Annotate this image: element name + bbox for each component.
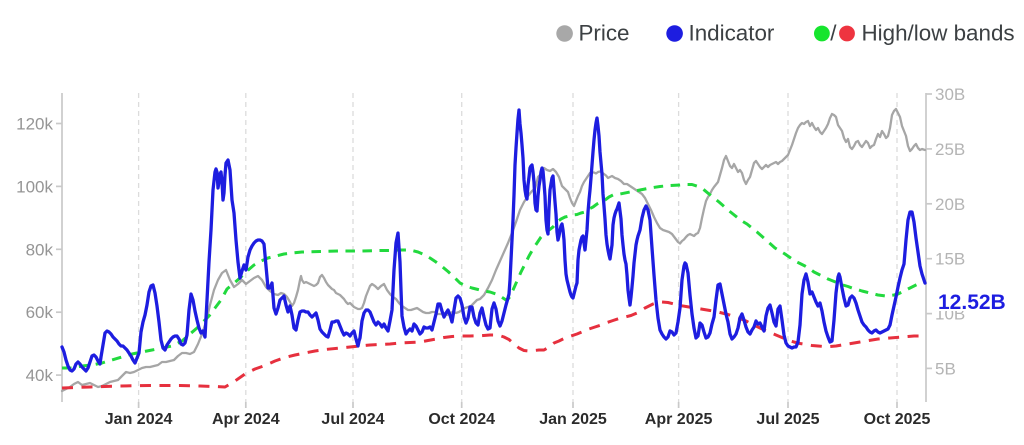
svg-text:80k: 80k	[26, 240, 54, 259]
svg-text:Oct 2025: Oct 2025	[864, 411, 931, 428]
svg-text:Jul 2024: Jul 2024	[321, 411, 384, 428]
svg-text:Jan 2024: Jan 2024	[105, 411, 173, 428]
svg-text:5B: 5B	[935, 359, 956, 378]
svg-text:Oct 2024: Oct 2024	[428, 411, 495, 428]
svg-text:100k: 100k	[16, 177, 53, 196]
svg-text:Price: Price	[579, 21, 630, 46]
svg-text:Indicator: Indicator	[689, 21, 775, 46]
svg-text:High/low bands: High/low bands	[862, 21, 1015, 46]
svg-text:30B: 30B	[935, 85, 965, 104]
svg-text:15B: 15B	[935, 250, 965, 269]
svg-text:60k: 60k	[26, 303, 54, 322]
svg-text:25B: 25B	[935, 140, 965, 159]
svg-text:Apr 2024: Apr 2024	[212, 411, 280, 428]
svg-text:Jul 2025: Jul 2025	[756, 411, 819, 428]
svg-text:12.52B: 12.52B	[938, 291, 1006, 314]
svg-text:Jan 2025: Jan 2025	[539, 411, 607, 428]
svg-text:40k: 40k	[26, 366, 54, 385]
svg-text:Apr 2025: Apr 2025	[645, 411, 713, 428]
svg-text:20B: 20B	[935, 195, 965, 214]
svg-text:120k: 120k	[16, 115, 53, 134]
svg-text:/: /	[830, 21, 837, 46]
